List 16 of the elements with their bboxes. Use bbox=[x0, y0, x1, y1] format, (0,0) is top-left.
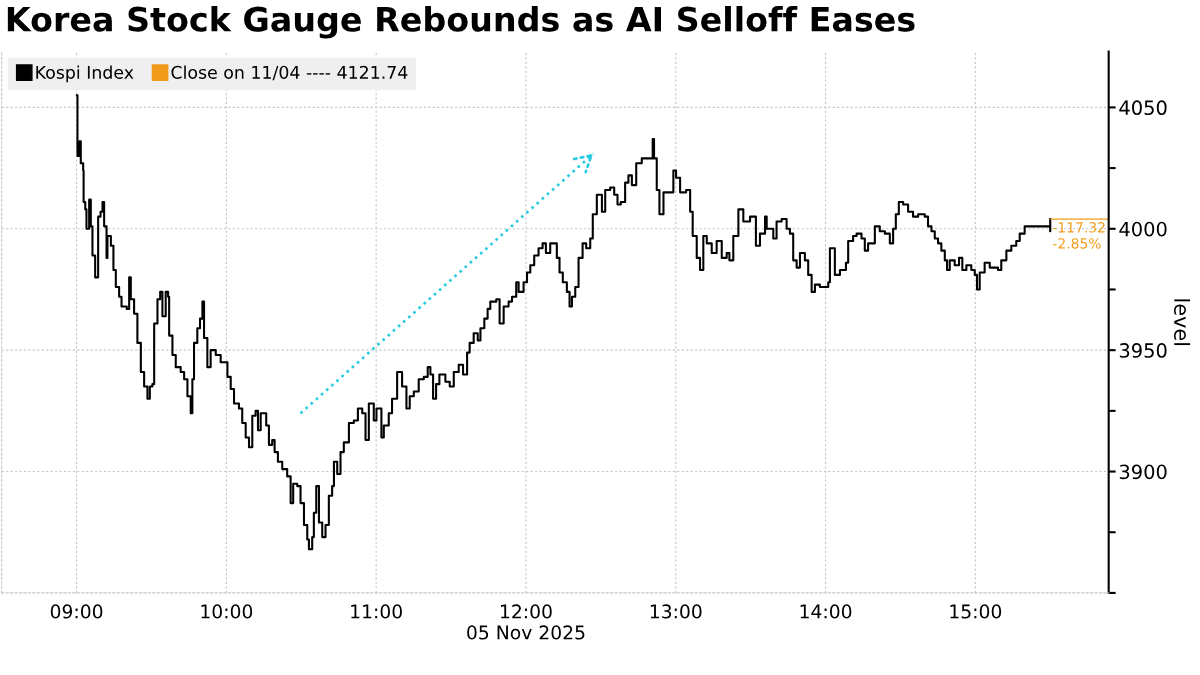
x-tick-label: 15:00 bbox=[950, 604, 1002, 619]
y-axis-title: level bbox=[1173, 299, 1191, 346]
x-tick-label: 13:00 bbox=[650, 604, 702, 619]
annotation: -117.32 -2.85% bbox=[1053, 222, 1105, 249]
y-tick-label: 3950 bbox=[1119, 343, 1167, 358]
y-tick-label: 3900 bbox=[1119, 464, 1167, 480]
y-tick-label: 4050 bbox=[1119, 100, 1167, 116]
legend-label: Kospi Index bbox=[36, 65, 134, 83]
x-tick-label: 10:00 bbox=[201, 604, 253, 619]
y-tick-label: 4000 bbox=[1119, 221, 1167, 237]
x-tick-label: 09:00 bbox=[50, 604, 103, 619]
legend-label: Close on 11/04 ---- 4121.74 bbox=[171, 65, 408, 81]
x-tick-label: 12:00 05 Nov 2025 bbox=[467, 604, 585, 640]
chart-title: Korea Stock Gauge Rebounds as AI Selloff Eases bbox=[7, 6, 915, 39]
x-tick-label: 11:00 bbox=[351, 604, 402, 619]
x-tick-label: 14:00 bbox=[800, 604, 852, 619]
